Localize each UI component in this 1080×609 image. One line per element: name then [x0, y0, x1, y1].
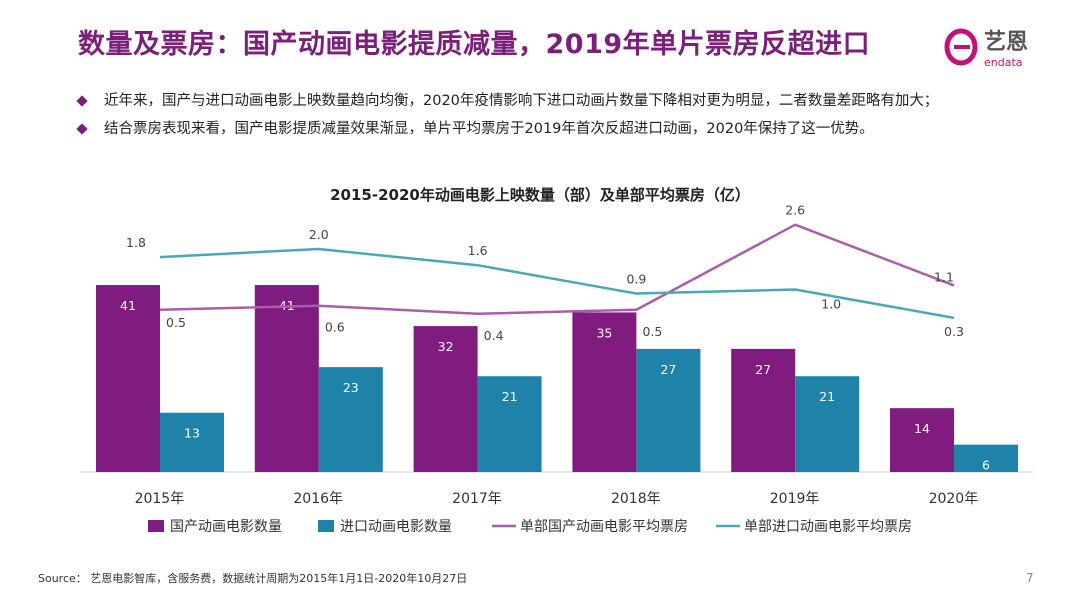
bar-data-label: 41 — [120, 298, 136, 313]
legend-entry: 进口动画电影数量 — [340, 519, 452, 535]
bullet-list: 近年来，国产与进口动画电影上映数量趋向均衡，2020年疫情影响下进口动画片数量下… — [76, 87, 1068, 143]
line-data-label: 2.6 — [785, 203, 805, 218]
bar-data-label: 21 — [502, 389, 518, 404]
logo-text: 艺恩 — [984, 29, 1028, 55]
bar-data-label: 27 — [755, 362, 771, 377]
bar-imported — [954, 444, 1018, 472]
line-data-label: 0.4 — [484, 328, 504, 343]
line-data-label: 0.5 — [642, 324, 662, 339]
x-tick-label: 2019年 — [770, 491, 820, 507]
bar-imported — [477, 376, 542, 472]
legend-swatch-icon — [148, 520, 164, 532]
bar-imported — [160, 412, 224, 472]
line-imported-avg-box-office — [159, 247, 955, 320]
page-title: 数量及票房：国产动画电影提质减量，2019年单片票房反超进口 — [78, 29, 871, 60]
source-note: Source： 艺恩电影智库，含服务费，数据统计周期为2015年1月1日-202… — [38, 572, 468, 585]
logo-subtext: endata — [984, 56, 1023, 69]
bar-data-label: 35 — [596, 325, 612, 340]
x-tick-label: 2016年 — [293, 491, 343, 507]
line-data-label: 0.3 — [944, 324, 964, 339]
line-data-label: 0.9 — [626, 272, 646, 287]
bar-domestic — [96, 285, 160, 472]
x-tick-label: 2017年 — [452, 491, 502, 507]
bullet-item: 结合票房表现来看，国产电影提质减量效果渐显，单片平均票房于2019年首次反超进口… — [76, 115, 1068, 143]
line-data-label: 1.8 — [126, 235, 146, 250]
bar-domestic — [413, 326, 478, 472]
bar-data-label: 14 — [914, 421, 930, 436]
bar-domestic — [254, 285, 319, 472]
legend-entry: 单部国产动画电影平均票房 — [520, 519, 688, 535]
bar-imported — [318, 367, 383, 472]
bullet-text: 结合票房表现来看，国产电影提质减量效果渐显，单片平均票房于2019年首次反超进口… — [104, 121, 874, 137]
bar-domestic — [890, 408, 954, 472]
logo-mark-icon — [944, 28, 978, 66]
bar-imported — [636, 348, 701, 472]
endata-logo: 艺恩 endata — [944, 28, 1028, 69]
bar-data-label: 21 — [819, 389, 835, 404]
bar-data-label: 32 — [438, 339, 454, 354]
line-data-label: 1.0 — [821, 297, 841, 312]
page-number: 7 — [1026, 571, 1034, 585]
x-tick-label: 2018年 — [611, 491, 661, 507]
bar-imported — [795, 376, 860, 472]
x-tick-label: 2015年 — [135, 491, 185, 507]
line-data-label: 2.0 — [309, 227, 329, 242]
bar-domestic — [731, 348, 796, 472]
bar-data-label: 6 — [982, 458, 990, 473]
legend-entry: 国产动画电影数量 — [170, 519, 282, 535]
bar-data-label: 27 — [660, 362, 676, 377]
bar-domestic — [572, 312, 637, 472]
line-data-label: 1.6 — [468, 243, 488, 258]
combo-chart: 2015年41132016年41232017年32212018年35272019… — [80, 203, 1033, 535]
bar-data-label: 23 — [343, 380, 359, 395]
bar-data-label: 13 — [184, 426, 200, 441]
line-data-label: 0.5 — [166, 315, 186, 330]
bullet-item: 近年来，国产与进口动画电影上映数量趋向均衡，2020年疫情影响下进口动画片数量下… — [76, 87, 1068, 115]
line-domestic-avg-box-office — [159, 223, 955, 316]
legend-entry: 单部进口动画电影平均票房 — [744, 519, 912, 535]
legend-swatch-icon — [318, 520, 334, 532]
line-data-label: 1.1 — [934, 269, 954, 284]
bullet-text: 近年来，国产与进口动画电影上映数量趋向均衡，2020年疫情影响下进口动画片数量下… — [104, 93, 939, 109]
chart-title: 2015-2020年动画电影上映数量（部）及单部平均票房（亿） — [330, 186, 750, 204]
x-tick-label: 2020年 — [929, 491, 979, 507]
line-data-label: 0.6 — [325, 320, 345, 335]
